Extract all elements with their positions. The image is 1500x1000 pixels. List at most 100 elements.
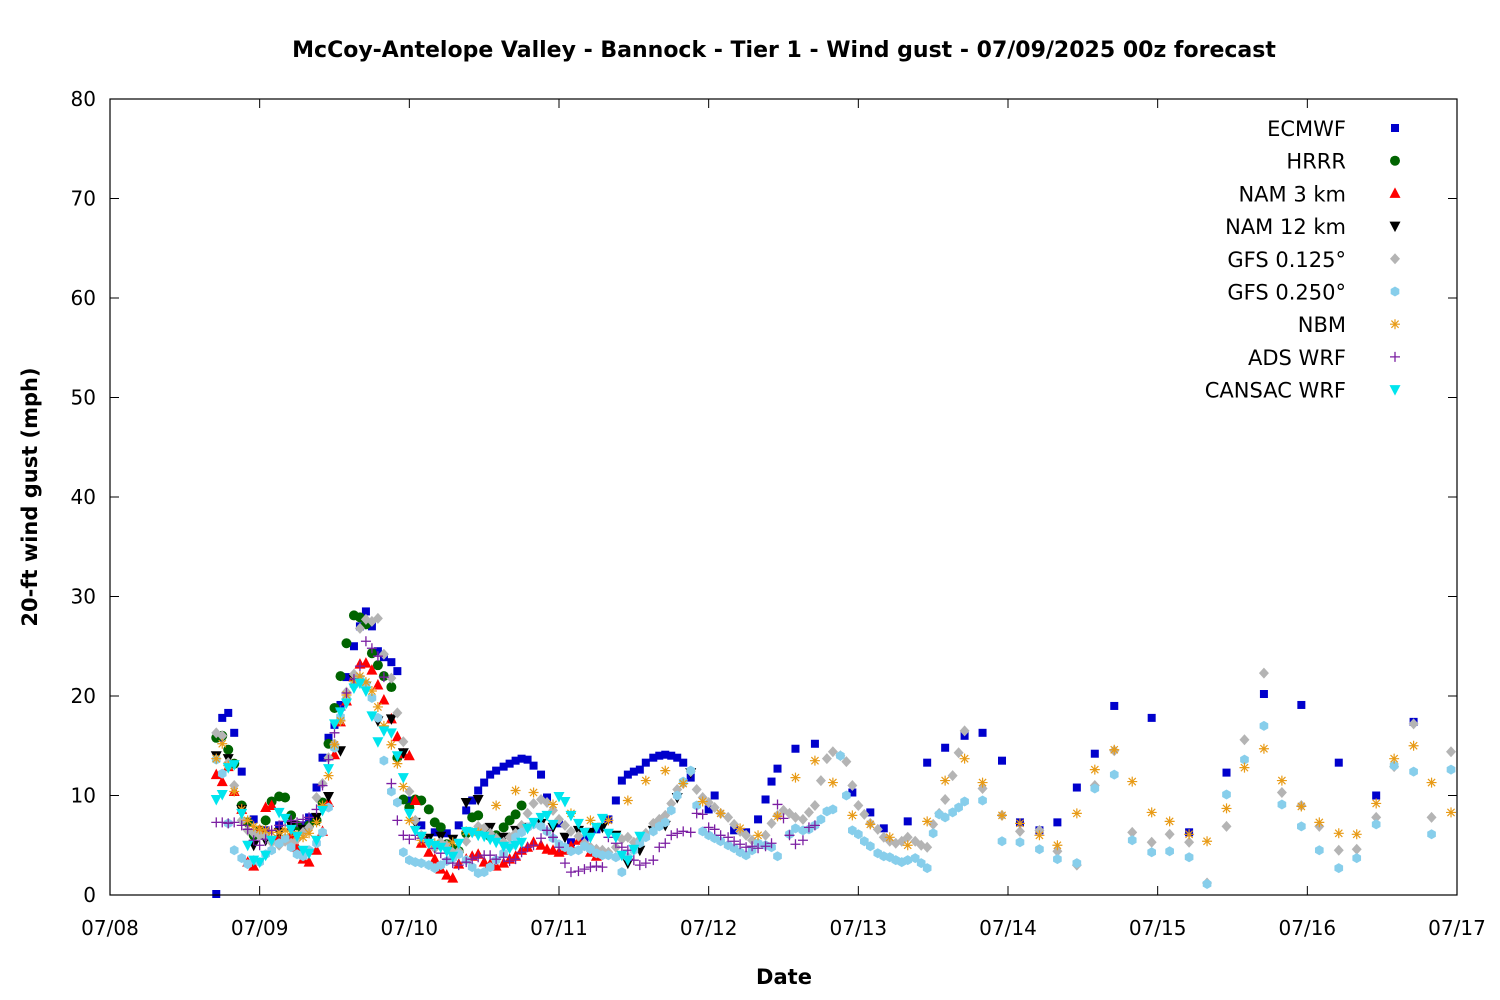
point-nam-12-km xyxy=(559,832,571,844)
point-gfs-0-125 xyxy=(766,817,777,829)
point-nbm xyxy=(317,800,328,811)
point-ecmwf xyxy=(405,796,414,805)
point-nbm xyxy=(753,830,764,841)
point-cansac-wrf xyxy=(354,678,366,690)
point-ads-wrf xyxy=(685,827,696,838)
point-ecmwf xyxy=(517,754,526,763)
point-nam-3-km xyxy=(372,679,384,690)
point-ads-wrf xyxy=(491,854,502,865)
point-cansac-wrf xyxy=(634,831,646,843)
point-cansac-wrf xyxy=(279,813,291,825)
point-gfs-0-250 xyxy=(1184,852,1194,863)
point-ecmwf xyxy=(342,673,351,682)
point-ads-wrf xyxy=(715,830,726,841)
point-gfs-0-250 xyxy=(1202,879,1212,890)
x-tick-label: 07/12 xyxy=(680,916,738,940)
point-nbm xyxy=(1052,840,1063,851)
point-gfs-0-250 xyxy=(1090,783,1100,794)
point-nbm xyxy=(1239,762,1250,773)
point-ads-wrf xyxy=(735,839,746,850)
series-gfs-0-125 xyxy=(211,612,1457,889)
point-gfs-0-250 xyxy=(1277,799,1287,810)
legend: ECMWF HRRR NAM 3 km NAM 12 km GFS 0.125° GFS … xyxy=(1205,117,1401,403)
point-gfs-0-250 xyxy=(229,845,239,856)
point-gfs-0-250 xyxy=(237,853,247,864)
legend-marker-cansac-wrf xyxy=(1389,385,1401,396)
point-gfs-0-125 xyxy=(959,725,970,737)
point-cansac-wrf xyxy=(303,848,315,860)
point-gfs-0-250 xyxy=(217,768,227,779)
point-gfs-0-125 xyxy=(922,841,933,853)
x-tick-label: 07/17 xyxy=(1428,916,1486,940)
point-nbm xyxy=(242,815,253,826)
point-ecmwf xyxy=(499,762,508,771)
point-ecmwf xyxy=(511,756,520,765)
legend-label-gfs-0-250: GFS 0.250° xyxy=(1227,281,1346,305)
point-cansac-wrf xyxy=(273,807,285,819)
point-gfs-0-125 xyxy=(940,793,951,805)
point-ads-wrf xyxy=(354,661,365,672)
point-hrrr xyxy=(260,815,271,826)
point-gfs-0-125 xyxy=(1276,787,1287,799)
point-gfs-0-125 xyxy=(790,811,801,823)
point-ecmwf xyxy=(978,728,987,737)
point-nbm xyxy=(1071,808,1082,819)
point-ecmwf xyxy=(492,766,501,775)
point-gfs-0-125 xyxy=(666,797,677,809)
point-gfs-0-250 xyxy=(940,812,950,823)
point-ads-wrf xyxy=(554,842,564,853)
point-gfs-0-250 xyxy=(280,833,290,844)
point-nbm xyxy=(280,825,291,836)
point-ads-wrf xyxy=(778,813,789,824)
point-ads-wrf xyxy=(790,839,801,850)
point-cansac-wrf xyxy=(447,851,459,863)
point-gfs-0-125 xyxy=(1351,843,1362,855)
point-nbm xyxy=(304,828,315,839)
point-ads-wrf xyxy=(217,817,228,828)
point-ads-wrf xyxy=(723,832,734,843)
x-tick-label: 07/13 xyxy=(830,916,888,940)
point-nam-3-km xyxy=(360,657,372,668)
point-ecmwf xyxy=(454,821,463,830)
point-ecmwf xyxy=(623,770,632,779)
point-cansac-wrf xyxy=(222,763,234,774)
point-nbm xyxy=(229,786,240,797)
point-nbm xyxy=(528,787,539,798)
point-hrrr xyxy=(516,800,527,811)
point-gfs-0-250 xyxy=(1409,766,1418,777)
point-gfs-0-125 xyxy=(404,786,415,798)
point-ads-wrf xyxy=(660,838,671,849)
point-ads-wrf xyxy=(504,856,515,867)
point-cansac-wrf xyxy=(510,840,522,852)
point-ads-wrf xyxy=(498,852,509,863)
point-gfs-0-250 xyxy=(485,862,495,873)
point-gfs-0-125 xyxy=(841,756,852,768)
point-gfs-0-250 xyxy=(318,827,327,838)
point-ecmwf xyxy=(430,828,439,837)
point-gfs-0-250 xyxy=(1053,854,1062,865)
point-hrrr xyxy=(510,809,521,820)
legend-marker-hrrr xyxy=(1390,155,1400,166)
point-ecmwf xyxy=(1372,791,1381,800)
point-ecmwf xyxy=(474,786,483,795)
point-ecmwf xyxy=(537,770,546,779)
point-ads-wrf xyxy=(654,842,665,853)
point-gfs-0-125 xyxy=(1127,826,1138,838)
point-gfs-0-125 xyxy=(542,796,553,808)
point-ads-wrf xyxy=(229,817,240,828)
point-ecmwf xyxy=(730,826,739,835)
point-ads-wrf xyxy=(453,860,464,871)
point-ads-wrf xyxy=(648,855,659,866)
point-gfs-0-250 xyxy=(467,862,477,873)
point-ads-wrf xyxy=(323,754,334,765)
point-cansac-wrf xyxy=(340,698,352,709)
point-gfs-0-125 xyxy=(1184,836,1195,848)
point-gfs-0-125 xyxy=(354,622,365,634)
point-ecmwf xyxy=(611,796,620,805)
point-hrrr xyxy=(435,822,446,833)
point-nam-3-km xyxy=(447,872,459,883)
point-cansac-wrf xyxy=(547,819,559,831)
point-gfs-0-250 xyxy=(1446,764,1456,775)
point-gfs-0-125 xyxy=(573,830,584,842)
point-gfs-0-125 xyxy=(1333,844,1344,856)
